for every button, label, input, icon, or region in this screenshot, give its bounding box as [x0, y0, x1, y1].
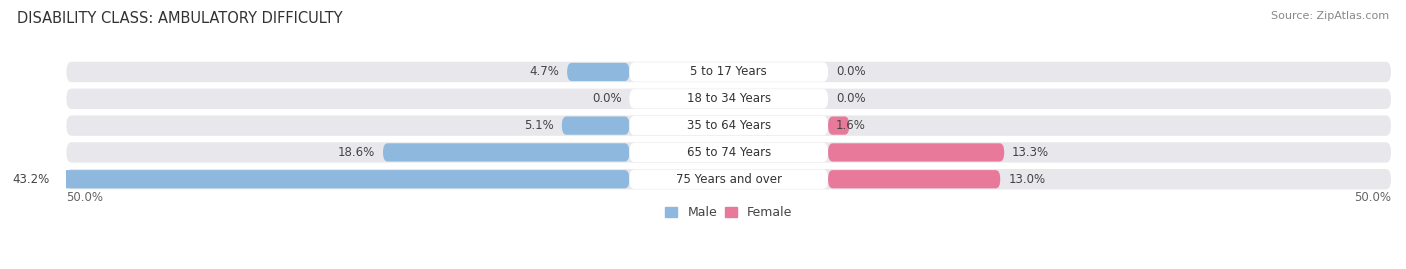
FancyBboxPatch shape — [382, 143, 630, 162]
FancyBboxPatch shape — [66, 115, 1391, 136]
FancyBboxPatch shape — [66, 169, 1391, 189]
Text: 18.6%: 18.6% — [337, 146, 375, 159]
Text: Source: ZipAtlas.com: Source: ZipAtlas.com — [1271, 11, 1389, 21]
Legend: Male, Female: Male, Female — [659, 201, 797, 224]
Text: 43.2%: 43.2% — [11, 173, 49, 186]
FancyBboxPatch shape — [58, 170, 630, 188]
FancyBboxPatch shape — [66, 142, 1391, 162]
FancyBboxPatch shape — [828, 143, 1004, 162]
Text: DISABILITY CLASS: AMBULATORY DIFFICULTY: DISABILITY CLASS: AMBULATORY DIFFICULTY — [17, 11, 343, 26]
Text: 18 to 34 Years: 18 to 34 Years — [686, 92, 770, 105]
FancyBboxPatch shape — [630, 89, 828, 108]
FancyBboxPatch shape — [828, 116, 849, 135]
FancyBboxPatch shape — [66, 62, 1391, 82]
Text: 50.0%: 50.0% — [66, 191, 104, 204]
FancyBboxPatch shape — [630, 62, 828, 82]
FancyBboxPatch shape — [562, 116, 630, 135]
FancyBboxPatch shape — [567, 63, 630, 81]
FancyBboxPatch shape — [828, 170, 1000, 188]
Text: 75 Years and over: 75 Years and over — [676, 173, 782, 186]
Text: 4.7%: 4.7% — [529, 65, 560, 79]
Text: 50.0%: 50.0% — [1354, 191, 1391, 204]
Text: 13.0%: 13.0% — [1008, 173, 1045, 186]
Text: 1.6%: 1.6% — [837, 119, 866, 132]
Text: 5 to 17 Years: 5 to 17 Years — [690, 65, 768, 79]
FancyBboxPatch shape — [630, 116, 828, 135]
Text: 65 to 74 Years: 65 to 74 Years — [686, 146, 770, 159]
Text: 0.0%: 0.0% — [592, 92, 621, 105]
Text: 35 to 64 Years: 35 to 64 Years — [686, 119, 770, 132]
Text: 0.0%: 0.0% — [837, 92, 866, 105]
Text: 13.3%: 13.3% — [1012, 146, 1049, 159]
Text: 0.0%: 0.0% — [837, 65, 866, 79]
FancyBboxPatch shape — [66, 89, 1391, 109]
FancyBboxPatch shape — [630, 169, 828, 189]
FancyBboxPatch shape — [630, 143, 828, 162]
Text: 5.1%: 5.1% — [524, 119, 554, 132]
